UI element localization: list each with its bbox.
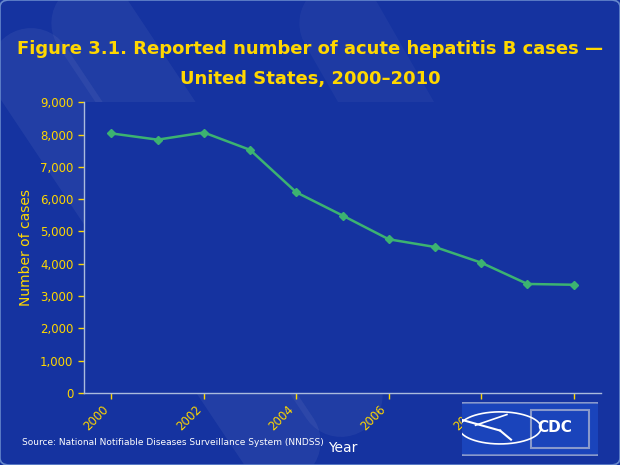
X-axis label: Year: Year (328, 440, 357, 454)
Text: CDC: CDC (537, 420, 572, 435)
Text: United States, 2000–2010: United States, 2000–2010 (180, 70, 440, 88)
FancyBboxPatch shape (458, 402, 603, 456)
Text: Source: National Notifiable Diseases Surveillance System (NNDSS): Source: National Notifiable Diseases Sur… (22, 438, 324, 447)
Text: Figure 3.1. Reported number of acute hepatitis B cases —: Figure 3.1. Reported number of acute hep… (17, 40, 603, 58)
Y-axis label: Number of cases: Number of cases (19, 189, 33, 306)
